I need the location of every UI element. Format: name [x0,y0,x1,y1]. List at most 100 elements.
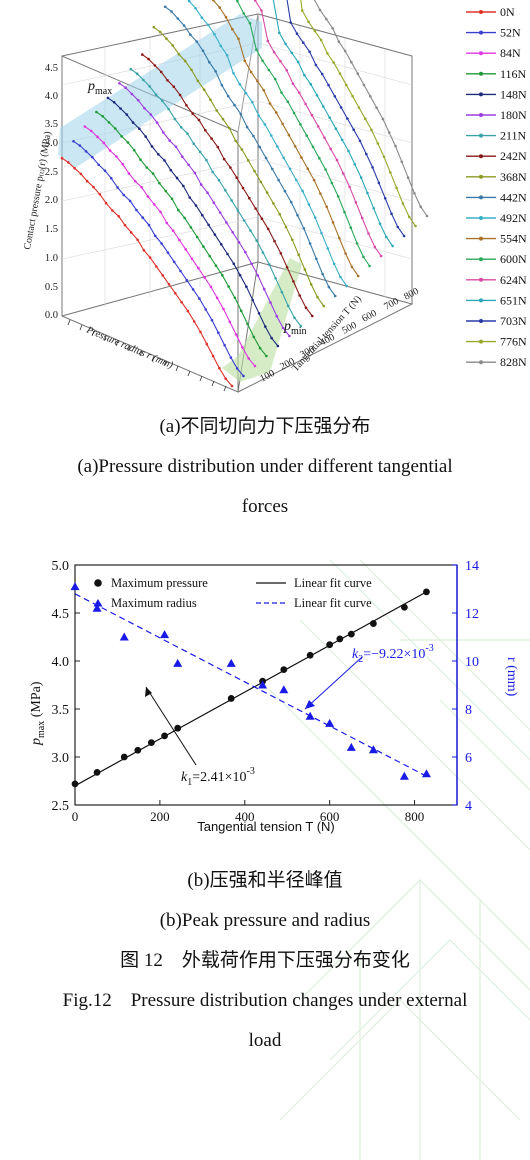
pressure-point [146,195,150,198]
pressure-point [282,156,286,160]
pressure-point [379,254,383,258]
pressure-point [161,99,164,103]
pressure-point [107,121,111,124]
pressure-point [167,283,171,286]
pressure-point [264,325,267,328]
pressure-point [318,156,321,160]
pressure-point [171,44,174,47]
legend-marker [479,133,483,138]
pressure-point [284,42,287,46]
legend-marker [479,339,483,344]
pressure-point [343,49,347,53]
pressure-point [202,245,205,248]
pressure-point [320,72,324,76]
pressure-point [209,98,212,101]
pmax-annotation: pmax [87,79,112,97]
pressure-point [400,603,408,611]
pressure-point [238,273,242,277]
pressure-point [414,224,417,228]
pressure-point [326,52,329,55]
pressure-point [219,243,223,246]
pressure-point [280,290,284,294]
radius-point [160,630,170,639]
legend-label: 554N [500,232,527,246]
pressure-point [237,240,241,244]
radius-point [421,769,431,778]
pressure-point [98,193,102,196]
pmin-annotation: pmin [283,319,307,337]
pressure-point [185,278,189,282]
pressure-point [163,159,166,162]
pressure-point [345,83,348,87]
pressure-point [250,262,253,266]
y-tick-label: 700 [382,296,400,313]
pressure-point [166,79,169,82]
pressure-point [230,384,234,388]
pressure-point [222,307,225,311]
pressure-point [309,283,313,286]
pressure-point [289,200,293,204]
pressure-point [201,49,205,53]
pressure-point [83,125,87,128]
pressure-point [130,231,133,234]
pressure-point [225,221,228,224]
pressure-point [313,216,317,219]
pressure-point [217,178,221,182]
pressure-point [148,85,151,88]
right-axis-label: r (mm) [504,657,519,697]
pressure-point [162,131,165,134]
pressure-point [406,176,410,179]
pressure-point [71,780,79,788]
pressure-point [198,150,202,154]
pressure-point [218,6,221,9]
pressure-point [140,185,143,189]
pressure-point [165,221,169,225]
pressure-point [302,227,306,230]
x-tick-label: 0 [72,809,79,824]
pressure-point [222,157,226,161]
peak-pressure-radius-chart: 0 200 400 600 800 2.5 3.0 3.5 4.0 4.5 5.0 4 6 8 10 12 14… [29,559,519,834]
pressure-point [358,139,362,143]
y-tick-label: 5.0 [52,559,70,574]
pressure-point [357,106,361,109]
k2-annotation: k2=−9.22×10-3 [304,643,434,710]
pressure-point [97,163,100,167]
legend-label: 828N [500,355,527,369]
pressure-point [167,107,170,111]
legend: Maximum pressure Linear fit curve Maximu… [93,576,372,610]
pressure-point [221,273,224,277]
pressure-point [293,145,297,148]
z-tick-label: 4.5 [45,63,58,74]
pressure-point [304,102,307,106]
pressure-point [189,33,192,36]
pressure-point [227,285,230,288]
pressure-point [144,135,147,138]
pressure-point [278,31,281,35]
pressure-point [314,63,318,67]
pressure-point [216,145,220,149]
x-tick-label: 600 [320,809,340,824]
pressure-point [269,134,273,137]
legend-label-radius-fit: Linear fit curve [294,596,372,610]
pressure-point [252,335,256,339]
pressure-curve [141,54,313,317]
pressure-point [241,186,245,190]
pressure-point [237,37,240,41]
pressure-point [338,236,341,240]
pressure-point [208,254,211,258]
legend-label: 148N [500,87,527,101]
caption-b-chinese: (b)压强和半径峰值 [187,870,343,891]
legend-label-radius: Maximum radius [111,596,197,610]
pressure-point [248,22,252,25]
pressure-point [195,235,199,239]
pressure-point [296,213,299,217]
pressure-point [262,287,266,291]
y2-tick-label: 14 [465,559,479,574]
radius-point [258,680,268,689]
pressure-point [213,33,216,36]
pressure-point [236,0,239,3]
pressure-point [381,117,385,121]
pressure-point [345,284,349,288]
pressure-point [395,186,398,190]
pressure-point [350,60,353,64]
